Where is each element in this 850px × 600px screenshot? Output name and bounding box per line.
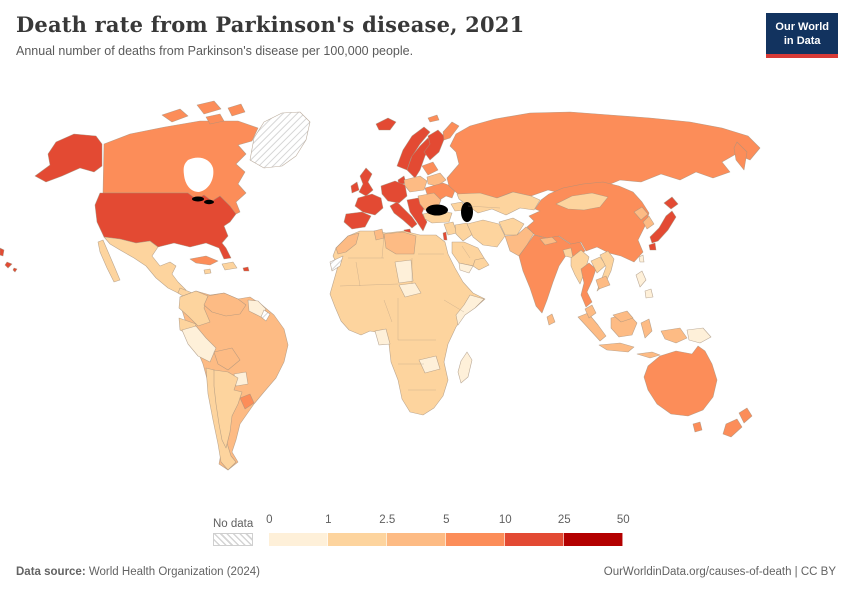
country-belarus[interactable] bbox=[426, 172, 447, 187]
page-title: Death rate from Parkinson's disease, 202… bbox=[16, 12, 525, 37]
country-myanmar[interactable] bbox=[570, 249, 590, 285]
country-malaysia[interactable] bbox=[584, 304, 634, 323]
country-united-states-alaska[interactable] bbox=[34, 133, 103, 183]
country-cuba[interactable] bbox=[189, 255, 219, 266]
legend-tick: 10 bbox=[498, 514, 512, 526]
country-iceland[interactable] bbox=[375, 117, 397, 131]
country-peru[interactable] bbox=[181, 325, 217, 363]
map-legend: No data 0 1 2.5 5 10 25 50 bbox=[213, 514, 630, 546]
country-taiwan[interactable] bbox=[638, 254, 645, 263]
country-uruguay[interactable] bbox=[239, 393, 255, 410]
country-yemen[interactable] bbox=[458, 262, 474, 274]
legend-color-bar bbox=[269, 533, 624, 546]
country-french-guiana[interactable] bbox=[260, 309, 271, 322]
country-japan[interactable] bbox=[648, 196, 679, 251]
legend-no-data-label: No data bbox=[213, 518, 254, 530]
data-source-note: Data source: World Health Organization (… bbox=[16, 566, 260, 578]
country-oman[interactable] bbox=[472, 257, 490, 271]
country-afghanistan[interactable] bbox=[498, 217, 525, 236]
legend-tick: 1 bbox=[325, 514, 332, 526]
country-russia-kamchatka[interactable] bbox=[733, 141, 748, 171]
country-cambodia[interactable] bbox=[595, 275, 611, 290]
country-puerto-rico[interactable] bbox=[242, 266, 250, 272]
legend-bin-10-25[interactable] bbox=[505, 533, 565, 546]
country-gabon-congo[interactable] bbox=[374, 328, 391, 346]
country-jamaica[interactable] bbox=[203, 268, 212, 275]
country-libya[interactable] bbox=[383, 231, 417, 255]
country-australia[interactable] bbox=[643, 345, 718, 433]
legend-no-data: No data bbox=[213, 518, 253, 546]
legend-bin-5-10[interactable] bbox=[446, 533, 506, 546]
country-united-states-hawaii[interactable] bbox=[0, 247, 18, 273]
country-colombia[interactable] bbox=[178, 290, 211, 327]
chart-subtitle: Annual number of deaths from Parkinson's… bbox=[16, 44, 414, 58]
legend-bin-25-50[interactable] bbox=[564, 533, 624, 546]
great-lakes-water bbox=[192, 196, 204, 202]
legend-bin-0-1[interactable] bbox=[269, 533, 329, 546]
country-pakistan[interactable] bbox=[504, 226, 535, 257]
country-sri-lanka[interactable] bbox=[546, 313, 556, 326]
legend-scale: 0 1 2.5 5 10 25 50 bbox=[266, 514, 630, 546]
country-iran[interactable] bbox=[466, 219, 506, 248]
country-new-zealand[interactable] bbox=[722, 407, 753, 438]
black-sea-water bbox=[426, 204, 448, 216]
country-israel[interactable] bbox=[442, 231, 448, 241]
country-south-korea[interactable] bbox=[642, 215, 655, 230]
country-indonesia[interactable] bbox=[577, 312, 688, 359]
legend-tick: 5 bbox=[443, 514, 450, 526]
legend-tick: 50 bbox=[616, 514, 630, 526]
country-morocco[interactable] bbox=[335, 232, 360, 255]
country-philippines[interactable] bbox=[635, 270, 654, 299]
country-ireland[interactable] bbox=[350, 181, 360, 194]
country-finland[interactable] bbox=[423, 129, 446, 161]
citation-link[interactable]: OurWorldinData.org/causes-of-death | CC … bbox=[603, 566, 836, 578]
country-zambia[interactable] bbox=[418, 355, 441, 374]
legend-bin-1-2.5[interactable] bbox=[328, 533, 388, 546]
chart-header: Death rate from Parkinson's disease, 202… bbox=[16, 12, 524, 58]
country-central-europe[interactable] bbox=[380, 180, 408, 204]
country-madagascar[interactable] bbox=[457, 351, 473, 384]
chart-footer: Data source: World Health Organization (… bbox=[16, 566, 836, 578]
country-baltic-states[interactable] bbox=[421, 161, 439, 176]
country-africa-other[interactable] bbox=[329, 230, 486, 416]
country-spain-portugal[interactable] bbox=[343, 211, 372, 230]
country-tunisia[interactable] bbox=[373, 228, 385, 241]
country-canada-arctic-islands[interactable] bbox=[161, 100, 246, 125]
country-papua-new-guinea[interactable] bbox=[686, 327, 712, 344]
country-poland[interactable] bbox=[403, 175, 428, 193]
legend-tick: 25 bbox=[557, 514, 571, 526]
country-russia-novaya-zemlya[interactable] bbox=[427, 114, 460, 141]
country-venezuela[interactable] bbox=[203, 292, 247, 317]
country-bolivia[interactable] bbox=[213, 347, 241, 371]
country-somalia[interactable] bbox=[455, 294, 485, 326]
country-border-hints bbox=[339, 205, 501, 391]
country-hispaniola[interactable] bbox=[221, 261, 238, 271]
legend-tick: 0 bbox=[266, 514, 273, 526]
country-united-kingdom[interactable] bbox=[358, 167, 374, 197]
country-argentina[interactable] bbox=[213, 369, 243, 449]
country-greenland[interactable] bbox=[249, 111, 311, 169]
country-central-african-republic[interactable] bbox=[398, 282, 422, 298]
great-lakes-water-2 bbox=[204, 199, 214, 205]
caspian-sea-water bbox=[461, 202, 473, 222]
data-source-value: World Health Organization (2024) bbox=[85, 566, 260, 578]
hudson-bay-water bbox=[183, 157, 214, 192]
legend-bin-2.5-5[interactable] bbox=[387, 533, 447, 546]
legend-no-data-swatch[interactable] bbox=[213, 533, 254, 546]
country-mongolia[interactable] bbox=[555, 192, 609, 211]
country-united-states[interactable] bbox=[94, 192, 237, 260]
owid-logo[interactable]: Our World in Data bbox=[766, 13, 838, 58]
country-mexico[interactable] bbox=[103, 236, 187, 295]
country-chad[interactable] bbox=[394, 259, 414, 284]
owid-logo-line1: Our World bbox=[775, 21, 829, 33]
data-source-label: Data source: bbox=[16, 566, 86, 578]
country-mexico-baja[interactable] bbox=[97, 239, 121, 283]
country-thailand[interactable] bbox=[580, 262, 597, 308]
legend-tick: 2.5 bbox=[379, 514, 396, 526]
country-north-korea[interactable] bbox=[633, 206, 649, 221]
country-france[interactable] bbox=[354, 193, 384, 216]
owid-logo-line2: in Data bbox=[783, 35, 821, 48]
country-western-sahara[interactable] bbox=[329, 255, 344, 272]
